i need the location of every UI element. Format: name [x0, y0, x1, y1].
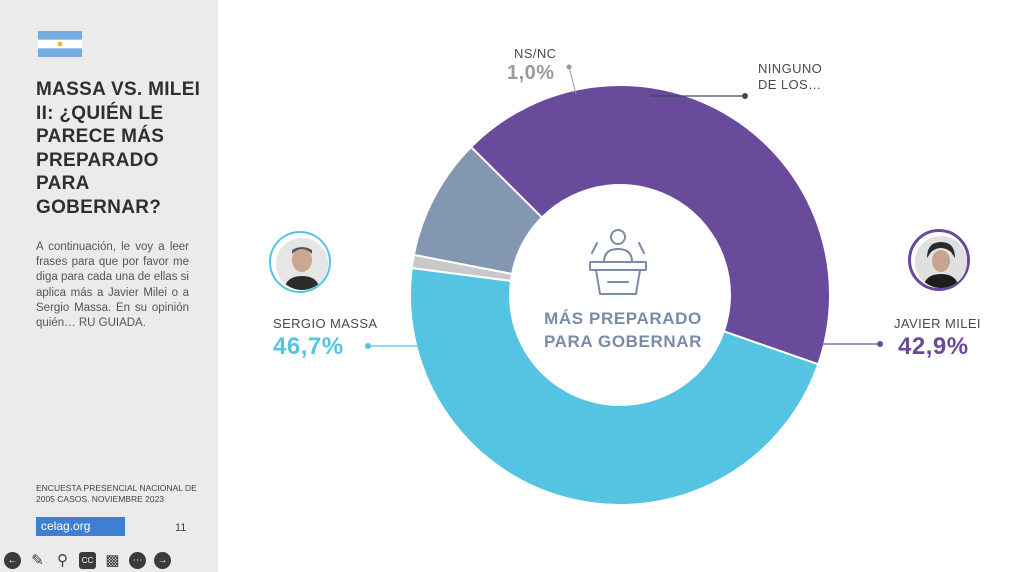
donut-slice-sergio-massa — [409, 266, 820, 506]
page-number: 11 — [175, 522, 187, 534]
page-title: MASSA VS. MILEI II: ¿QUIÉN LE PARECE MÁS… — [36, 78, 206, 219]
more-icon[interactable]: ⋯ — [129, 552, 146, 569]
question-description: A continuación, le voy a leer frases par… — [36, 241, 189, 330]
center-label: MÁS PREPARADO PARA GOBERNAR — [513, 307, 733, 353]
argentina-flag-icon — [38, 31, 82, 57]
logo-main: celag — [41, 519, 70, 533]
center-label-line: MÁS PREPARADO — [544, 309, 702, 328]
value-nsnc: 1,0% — [507, 62, 555, 84]
connector-dot-nsnc — [566, 64, 572, 70]
back-icon[interactable]: ← — [4, 552, 21, 569]
label-ninguno-line: DE LOS… — [758, 77, 822, 92]
label-milei: JAVIER MILEI — [894, 316, 981, 331]
donut-slice-javier-milei — [469, 84, 831, 366]
source-note: ENCUESTA PRESENCIAL NACIONAL DE 2005 CAS… — [36, 483, 201, 504]
avatar-milei — [908, 229, 970, 291]
title-line: PARECE MÁS — [36, 126, 165, 147]
center-label-line: PARA GOBERNAR — [544, 332, 702, 351]
title-line: PARA — [36, 173, 90, 194]
forward-icon[interactable]: → — [154, 552, 171, 569]
connector-dot-milei — [877, 341, 883, 347]
zoom-icon[interactable]: ⚲ — [57, 552, 68, 569]
avatar-massa — [269, 231, 331, 293]
connector-dot-massa — [365, 343, 371, 349]
sidebar: MASSA VS. MILEI II: ¿QUIÉN LE PARECE MÁS… — [0, 0, 218, 572]
title-line: II: ¿QUIÉN LE — [36, 102, 164, 124]
camera-off-icon[interactable]: ▩ — [105, 552, 120, 569]
podium-icon — [589, 229, 647, 295]
massa-photo — [276, 238, 328, 290]
pen-icon[interactable]: ✎ — [31, 552, 44, 569]
connector-dot-ninguno — [742, 93, 748, 99]
donut-slice-ns-nc — [410, 253, 514, 282]
source-line: ENCUESTA PRESENCIAL NACIONAL DE — [36, 483, 197, 493]
title-line: GOBERNAR? — [36, 196, 162, 218]
title-line: MASSA VS. MILEI — [36, 79, 201, 100]
milei-photo — [915, 236, 967, 288]
value-massa: 46,7% — [273, 333, 344, 360]
presentation-toolbar: ← ✎ ⚲ CC ▩ ⋯ → — [4, 552, 171, 572]
captions-icon[interactable]: CC — [79, 552, 96, 569]
label-ninguno: NINGUNO DE LOS… — [758, 61, 822, 93]
label-ninguno-line: NINGUNO — [758, 61, 823, 76]
connector-nsnc — [568, 66, 577, 95]
source-line: 2005 CASOS. NOVIEMBRE 2023 — [36, 493, 165, 504]
label-massa: SERGIO MASSA — [273, 316, 378, 331]
logo-suffix: .org — [69, 519, 91, 533]
label-nsnc: NS/NC — [514, 46, 557, 61]
value-milei: 42,9% — [898, 333, 969, 360]
title-line: PREPARADO — [36, 149, 159, 171]
celag-logo: celag.org — [36, 517, 125, 536]
